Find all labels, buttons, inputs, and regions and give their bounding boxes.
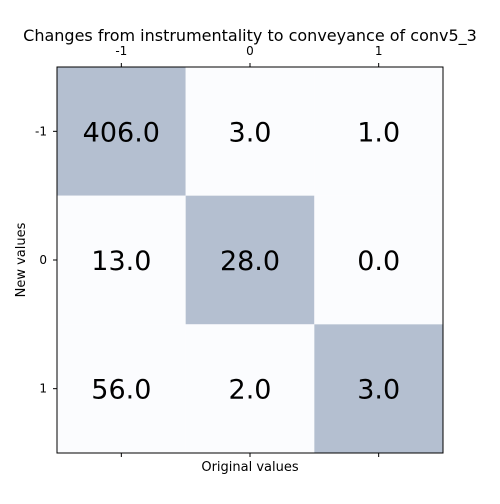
cell-value-label-r0-c2: 1.0: [357, 117, 400, 148]
x-axis-label: Original values: [201, 460, 299, 475]
axis-ticks: -1 0 1 -1 0 1: [35, 44, 382, 457]
heatmap-cell-r1-c2: [314, 195, 443, 325]
cell-value-label-r1-c2: 0.0: [357, 246, 400, 277]
cell-value-label-r2-c2: 3.0: [357, 375, 400, 406]
y-tick-label-2: 1: [39, 382, 47, 396]
x-tick-label-2: 1: [375, 44, 383, 58]
heatmap-cell-r1-c1: [185, 195, 315, 325]
heatmap-cell-r0-c0: [57, 67, 186, 196]
heatmap-cells: [57, 67, 443, 453]
heatmap-cell-r2-c0: [57, 324, 186, 453]
x-tick-label-1: 0: [246, 44, 254, 58]
cell-value-label-r0-c1: 3.0: [229, 117, 272, 148]
heatmap-cell-r2-c2: [314, 324, 443, 453]
heatmap-cell-r1-c0: [57, 195, 186, 325]
cell-value-labels: 406.0 3.0 1.0 13.0 28.0 0.0 56.0 2.0 3.0: [83, 117, 400, 405]
y-tick-label-1: 0: [39, 253, 47, 267]
cell-value-label-r2-c0: 56.0: [91, 375, 151, 406]
y-axis-label: New values: [14, 222, 29, 297]
chart-title: Changes from instrumentality to conveyan…: [23, 26, 477, 46]
heatmap-cell-r0-c2: [314, 67, 443, 196]
heatmap-cell-r0-c1: [185, 67, 315, 196]
heatmap-cell-r2-c1: [185, 324, 315, 453]
y-tick-label-0: -1: [35, 124, 47, 138]
cell-value-label-r2-c1: 2.0: [229, 375, 272, 406]
cell-value-label-r0-c0: 406.0: [83, 117, 160, 148]
x-tick-label-0: -1: [115, 44, 127, 58]
cell-value-label-r1-c0: 13.0: [91, 246, 151, 277]
cell-value-label-r1-c1: 28.0: [220, 246, 280, 277]
